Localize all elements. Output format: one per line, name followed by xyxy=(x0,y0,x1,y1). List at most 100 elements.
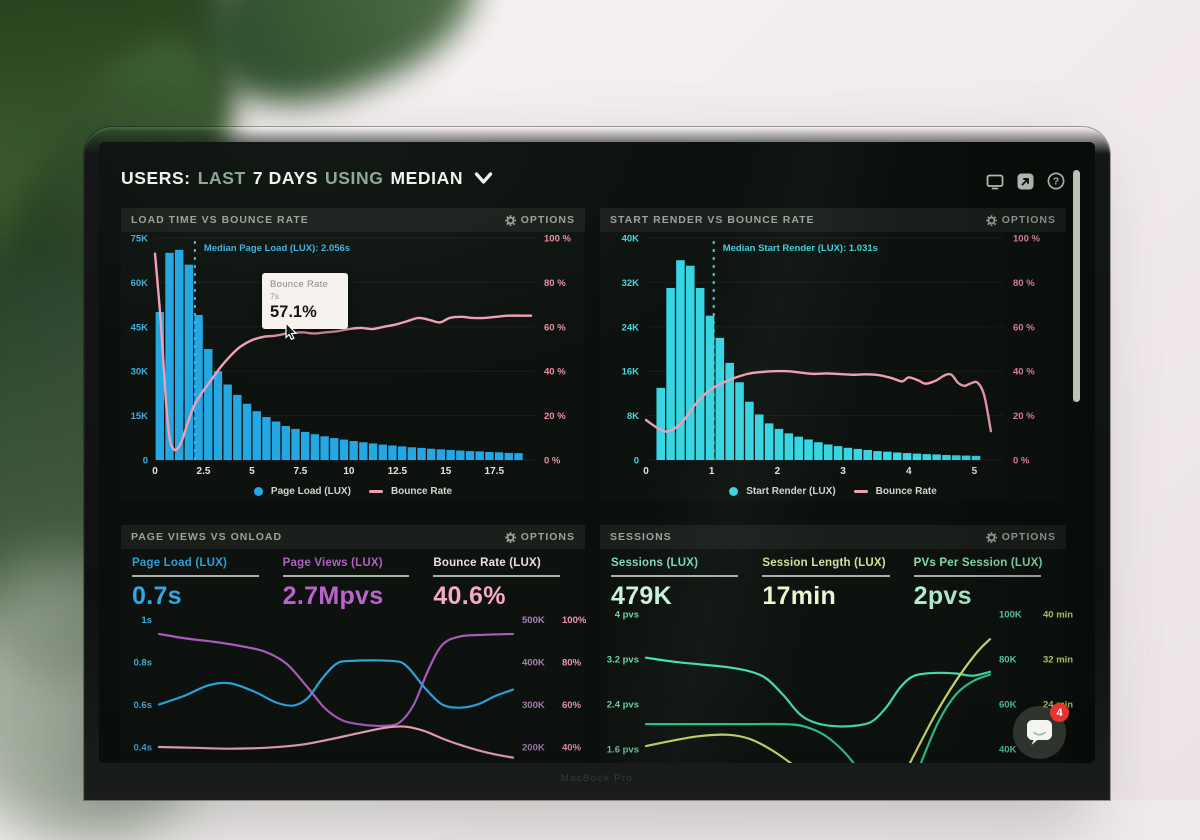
laptop-brand-label: MacBook Pro xyxy=(560,773,634,784)
svg-text:40 min: 40 min xyxy=(1043,611,1073,620)
svg-text:20 %: 20 % xyxy=(544,411,566,422)
svg-text:60K: 60K xyxy=(131,278,149,289)
start-render-vs-bounce-rate-chart[interactable]: Median Start Render (LUX): 1.031s 0 8K 16K 2… xyxy=(600,232,1066,480)
svg-text:300K: 300K xyxy=(522,700,545,711)
svg-text:4 pvs: 4 pvs xyxy=(615,611,639,620)
svg-text:32K: 32K xyxy=(622,278,640,289)
chat-launcher-button[interactable]: 4 xyxy=(1013,703,1069,759)
display-icon[interactable] xyxy=(986,173,1004,195)
svg-text:3.2 pvs: 3.2 pvs xyxy=(607,654,639,665)
sessions-chart[interactable]: 4 pvs 3.2 pvs 2.4 pvs 1.6 pvs 100K 40 min 80K 3… xyxy=(600,611,1078,763)
metrics-row: Page Load (LUX) 0.7s Page Views (LUX) 2.… xyxy=(121,549,585,611)
svg-text:100K: 100K xyxy=(999,611,1022,620)
chart-legend: Page Load (LUX) Bounce Rate xyxy=(121,480,585,502)
page-views-vs-onload-chart[interactable]: 1s 0.8s 0.6s 0.4s 500K 100% 400K 80% 300K 60% 200K… xyxy=(121,611,599,763)
svg-text:40K: 40K xyxy=(999,744,1017,755)
laptop: USERS: LAST 7 DAYS USING MEDIAN ? xyxy=(84,127,1110,800)
svg-text:0.6s: 0.6s xyxy=(134,700,153,711)
svg-text:80%: 80% xyxy=(562,657,582,668)
metric-underline xyxy=(282,575,410,577)
panel-start-render-vs-bounce-rate: START RENDER VS BOUNCE RATE OPTIONS Medi… xyxy=(600,208,1066,502)
dashboard: USERS: LAST 7 DAYS USING MEDIAN ? xyxy=(99,142,1095,763)
metric-underline xyxy=(762,575,890,577)
panel-title: LOAD TIME VS BOUNCE RATE xyxy=(131,214,309,226)
svg-text:60 %: 60 % xyxy=(544,322,566,333)
chart-legend: Start Render (LUX) Bounce Rate xyxy=(600,480,1066,502)
svg-text:40 %: 40 % xyxy=(1013,367,1035,378)
svg-text:60%: 60% xyxy=(562,700,582,711)
svg-text:0: 0 xyxy=(152,466,158,477)
metric-session-length: Session Length (LUX) 17min xyxy=(762,557,903,611)
svg-text:400K: 400K xyxy=(522,657,545,668)
gear-icon xyxy=(504,531,516,543)
options-button[interactable]: OPTIONS xyxy=(985,214,1056,226)
svg-text:8K: 8K xyxy=(627,411,639,422)
page-title: USERS: LAST 7 DAYS USING MEDIAN xyxy=(121,168,494,189)
gear-icon xyxy=(504,214,516,226)
svg-text:500K: 500K xyxy=(522,615,545,626)
svg-text:40 %: 40 % xyxy=(544,367,566,378)
mouse-cursor-icon xyxy=(285,321,300,345)
legend-dot xyxy=(729,486,739,496)
chat-bubble-icon xyxy=(1027,720,1052,745)
svg-text:2: 2 xyxy=(775,466,781,477)
panel-title: SESSIONS xyxy=(610,531,672,543)
chevron-down-icon[interactable] xyxy=(473,171,494,186)
svg-text:15: 15 xyxy=(440,466,452,477)
options-button[interactable]: OPTIONS xyxy=(504,531,575,543)
gear-icon xyxy=(985,531,997,543)
svg-text:0: 0 xyxy=(643,466,649,477)
svg-text:30K: 30K xyxy=(131,367,149,378)
svg-text:100%: 100% xyxy=(562,615,587,626)
svg-text:0 %: 0 % xyxy=(544,456,561,467)
panel-sessions: SESSIONS OPTIONS Sessions (LUX) 479K Ses… xyxy=(600,525,1073,763)
legend-dot xyxy=(253,486,263,496)
svg-text:7.5: 7.5 xyxy=(293,466,307,477)
svg-text:0.8s: 0.8s xyxy=(134,657,153,668)
metric-page-load: Page Load (LUX) 0.7s xyxy=(132,557,273,611)
metric-underline xyxy=(433,575,560,577)
notification-badge: 4 xyxy=(1050,703,1069,722)
svg-text:0 %: 0 % xyxy=(1013,456,1030,467)
title-metric-dropdown[interactable]: MEDIAN xyxy=(390,168,464,188)
options-button[interactable]: OPTIONS xyxy=(985,531,1056,543)
svg-text:12.5: 12.5 xyxy=(388,466,408,477)
svg-text:1s: 1s xyxy=(141,615,152,626)
metric-bounce-rate: Bounce Rate (LUX) 40.6% xyxy=(433,557,574,611)
share-icon[interactable] xyxy=(1017,173,1034,195)
svg-text:0: 0 xyxy=(634,456,639,467)
svg-text:15K: 15K xyxy=(131,411,149,422)
panel-title: PAGE VIEWS VS ONLOAD xyxy=(131,531,283,543)
panel-title: START RENDER VS BOUNCE RATE xyxy=(610,214,815,226)
title-range: 7 DAYS xyxy=(252,168,319,188)
svg-text:32 min: 32 min xyxy=(1043,654,1073,665)
title-users: USERS: xyxy=(121,168,191,188)
legend-line xyxy=(853,489,868,493)
svg-text:Median Start Render (LUX): 1.0: Median Start Render (LUX): 1.031s xyxy=(723,243,878,254)
chart-tooltip: Bounce Rate 7s 57.1% xyxy=(262,273,348,329)
svg-text:2.4 pvs: 2.4 pvs xyxy=(607,699,639,710)
metrics-row: Sessions (LUX) 479K Session Length (LUX)… xyxy=(600,549,1066,611)
svg-text:40K: 40K xyxy=(622,234,640,245)
metric-page-views: Page Views (LUX) 2.7Mpvs xyxy=(282,557,424,611)
svg-text:60 %: 60 % xyxy=(1013,322,1035,333)
laptop-screen: USERS: LAST 7 DAYS USING MEDIAN ? xyxy=(99,142,1095,763)
svg-text:5: 5 xyxy=(972,466,978,477)
help-icon[interactable]: ? xyxy=(1047,172,1065,195)
svg-text:0.4s: 0.4s xyxy=(134,742,153,753)
svg-text:60K: 60K xyxy=(999,699,1017,710)
svg-text:1.6 pvs: 1.6 pvs xyxy=(607,744,639,755)
svg-text:100 %: 100 % xyxy=(1013,234,1040,245)
metric-underline xyxy=(611,575,739,577)
options-button[interactable]: OPTIONS xyxy=(504,214,575,226)
svg-text:75K: 75K xyxy=(131,234,149,245)
svg-text:?: ? xyxy=(1053,176,1059,188)
svg-text:2.5: 2.5 xyxy=(197,466,211,477)
svg-text:16K: 16K xyxy=(622,367,640,378)
svg-text:200K: 200K xyxy=(522,742,545,753)
svg-text:45K: 45K xyxy=(131,322,149,333)
load-time-vs-bounce-rate-chart[interactable]: Median Page Load (LUX): 2.056s 0 15K 30K 45K… xyxy=(121,232,585,480)
svg-text:4: 4 xyxy=(906,466,912,477)
svg-text:80K: 80K xyxy=(999,654,1017,665)
vertical-scrollbar[interactable] xyxy=(1073,170,1080,402)
